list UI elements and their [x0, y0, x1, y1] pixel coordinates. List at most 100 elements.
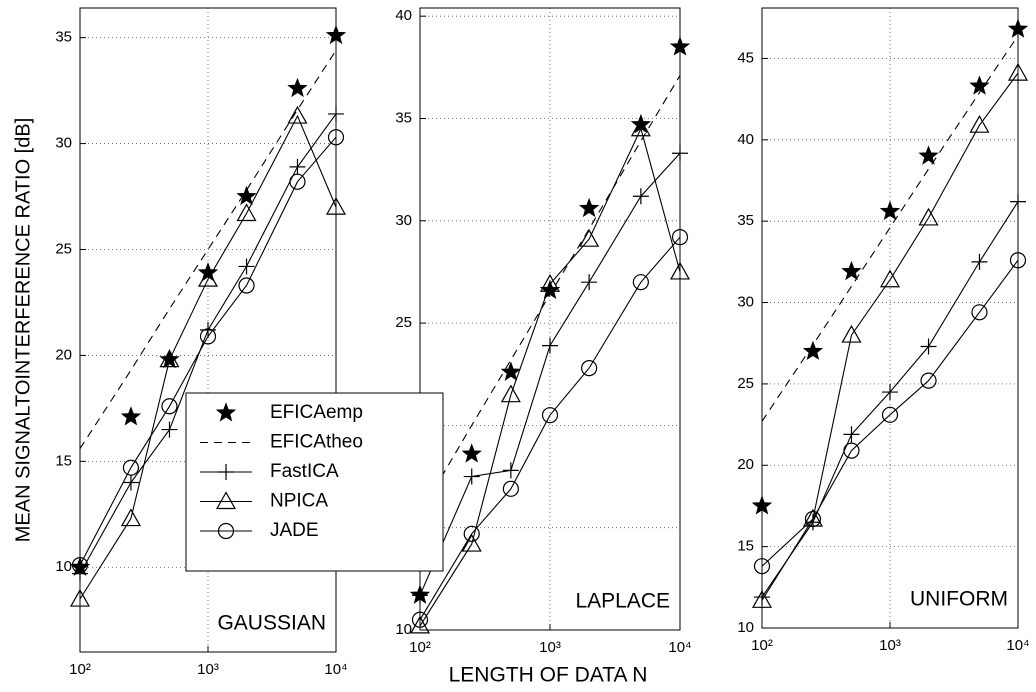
- circle-marker: [289, 173, 306, 190]
- triangle-marker: [841, 324, 862, 343]
- x-tick-label: 10³: [197, 661, 219, 678]
- star-marker: [197, 262, 219, 282]
- circle-marker: [632, 274, 649, 291]
- triangle-marker: [409, 615, 431, 634]
- circle-marker: [199, 328, 217, 345]
- panel-label: GAUSSIAN: [217, 612, 326, 635]
- plus-marker: [971, 253, 988, 270]
- triangle-marker: [539, 273, 561, 292]
- y-tick-label: 40: [737, 131, 754, 148]
- plot-frame: [419, 7, 681, 631]
- plot-frame: [761, 7, 1019, 629]
- star-marker: [120, 406, 142, 426]
- circle-marker: [804, 510, 822, 528]
- triangle-marker: [197, 268, 219, 287]
- plus-marker: [632, 188, 649, 205]
- circle-marker: [881, 406, 899, 423]
- x-tick-label: 10³: [879, 637, 901, 654]
- star-marker: [500, 361, 521, 381]
- plus-marker: [843, 426, 860, 443]
- triangle-marker: [918, 207, 939, 226]
- y-tick-label: 30: [55, 135, 72, 152]
- panel-label: LAPLACE: [575, 590, 670, 613]
- plus-marker: [289, 158, 306, 175]
- circle-marker: [971, 304, 988, 321]
- x-tick-label: 10⁴: [324, 661, 347, 678]
- circle-marker: [843, 442, 860, 459]
- circle-marker: [463, 525, 480, 542]
- legend-label: NPICA: [270, 491, 328, 512]
- plot-frame: [79, 7, 337, 653]
- plus-marker: [920, 338, 937, 355]
- plus-marker: [238, 258, 255, 275]
- legend-label: JADE: [270, 520, 319, 541]
- triangle-marker: [500, 384, 521, 403]
- y-tick-label: 30: [395, 212, 412, 229]
- triangle-marker: [879, 269, 901, 288]
- plus-marker: [161, 421, 178, 438]
- y-tick-label: 15: [737, 538, 754, 555]
- triangle-marker: [159, 349, 180, 368]
- plus-marker: [882, 384, 898, 401]
- x-axis-label: LENGTH OF DATA N: [449, 664, 648, 687]
- plus-marker: [542, 337, 558, 354]
- y-tick-label: 10: [395, 621, 412, 638]
- circle-marker: [161, 398, 178, 415]
- triangle-marker: [969, 114, 990, 133]
- series-line: [419, 75, 681, 514]
- x-tick-label: 10²: [69, 661, 91, 678]
- circle-marker: [920, 372, 937, 389]
- star-marker: [879, 200, 901, 221]
- plus-marker: [581, 274, 598, 291]
- y-axis-label: MEAN SIGNALTOINTERFERENCE RATIO [dB]: [12, 118, 34, 543]
- circle-marker: [541, 407, 559, 424]
- plus-marker: [463, 468, 480, 485]
- legend-box: [185, 392, 444, 572]
- star-marker: [236, 185, 257, 206]
- plot-area: [420, 8, 680, 630]
- y-tick-label: 45: [737, 49, 754, 66]
- star-marker: [287, 77, 308, 98]
- legend: EFICAemp EFICAtheo FastICA NPICA JADE: [185, 392, 444, 572]
- series-line: [79, 114, 337, 600]
- plus-marker: [502, 462, 519, 479]
- star-marker: [841, 260, 862, 281]
- plus-marker: [218, 464, 234, 480]
- y-tick-label: 20: [55, 346, 72, 363]
- series-line: [419, 127, 681, 627]
- legend-label: EFICAtheo: [270, 432, 363, 453]
- legend-label: EFICAemp: [270, 402, 363, 423]
- triangle-marker: [215, 491, 237, 510]
- x-tick-label: 10²: [751, 637, 773, 654]
- panel-label: UNIFORM: [910, 588, 1008, 611]
- y-tick-label: 25: [395, 314, 412, 331]
- triangle-marker: [287, 105, 308, 124]
- y-tick-label: 25: [737, 375, 754, 392]
- star-marker: [461, 443, 482, 463]
- star-marker: [215, 402, 237, 422]
- legend-label: FastICA: [270, 461, 339, 482]
- plus-marker: [122, 474, 139, 491]
- series-line: [761, 35, 1019, 422]
- triangle-marker: [461, 533, 482, 552]
- y-tick-label: 40: [395, 7, 412, 24]
- series-line: [79, 136, 337, 566]
- x-tick-label: 10⁴: [1006, 637, 1029, 654]
- y-tick-label: 30: [737, 294, 754, 311]
- circle-marker: [122, 459, 140, 476]
- x-tick-label: 10²: [409, 639, 431, 656]
- y-tick-label: 20: [737, 456, 754, 473]
- y-tick-label: 35: [55, 29, 72, 46]
- star-marker: [802, 340, 824, 360]
- y-tick-label: 15: [55, 452, 72, 469]
- circle-marker: [502, 480, 519, 497]
- star-marker: [918, 145, 939, 165]
- star-marker: [969, 75, 990, 95]
- series-line: [761, 259, 1019, 567]
- triangle-marker: [630, 118, 651, 137]
- star-marker: [579, 197, 600, 218]
- y-tick-label: 10: [55, 558, 72, 575]
- circle-marker: [217, 522, 235, 540]
